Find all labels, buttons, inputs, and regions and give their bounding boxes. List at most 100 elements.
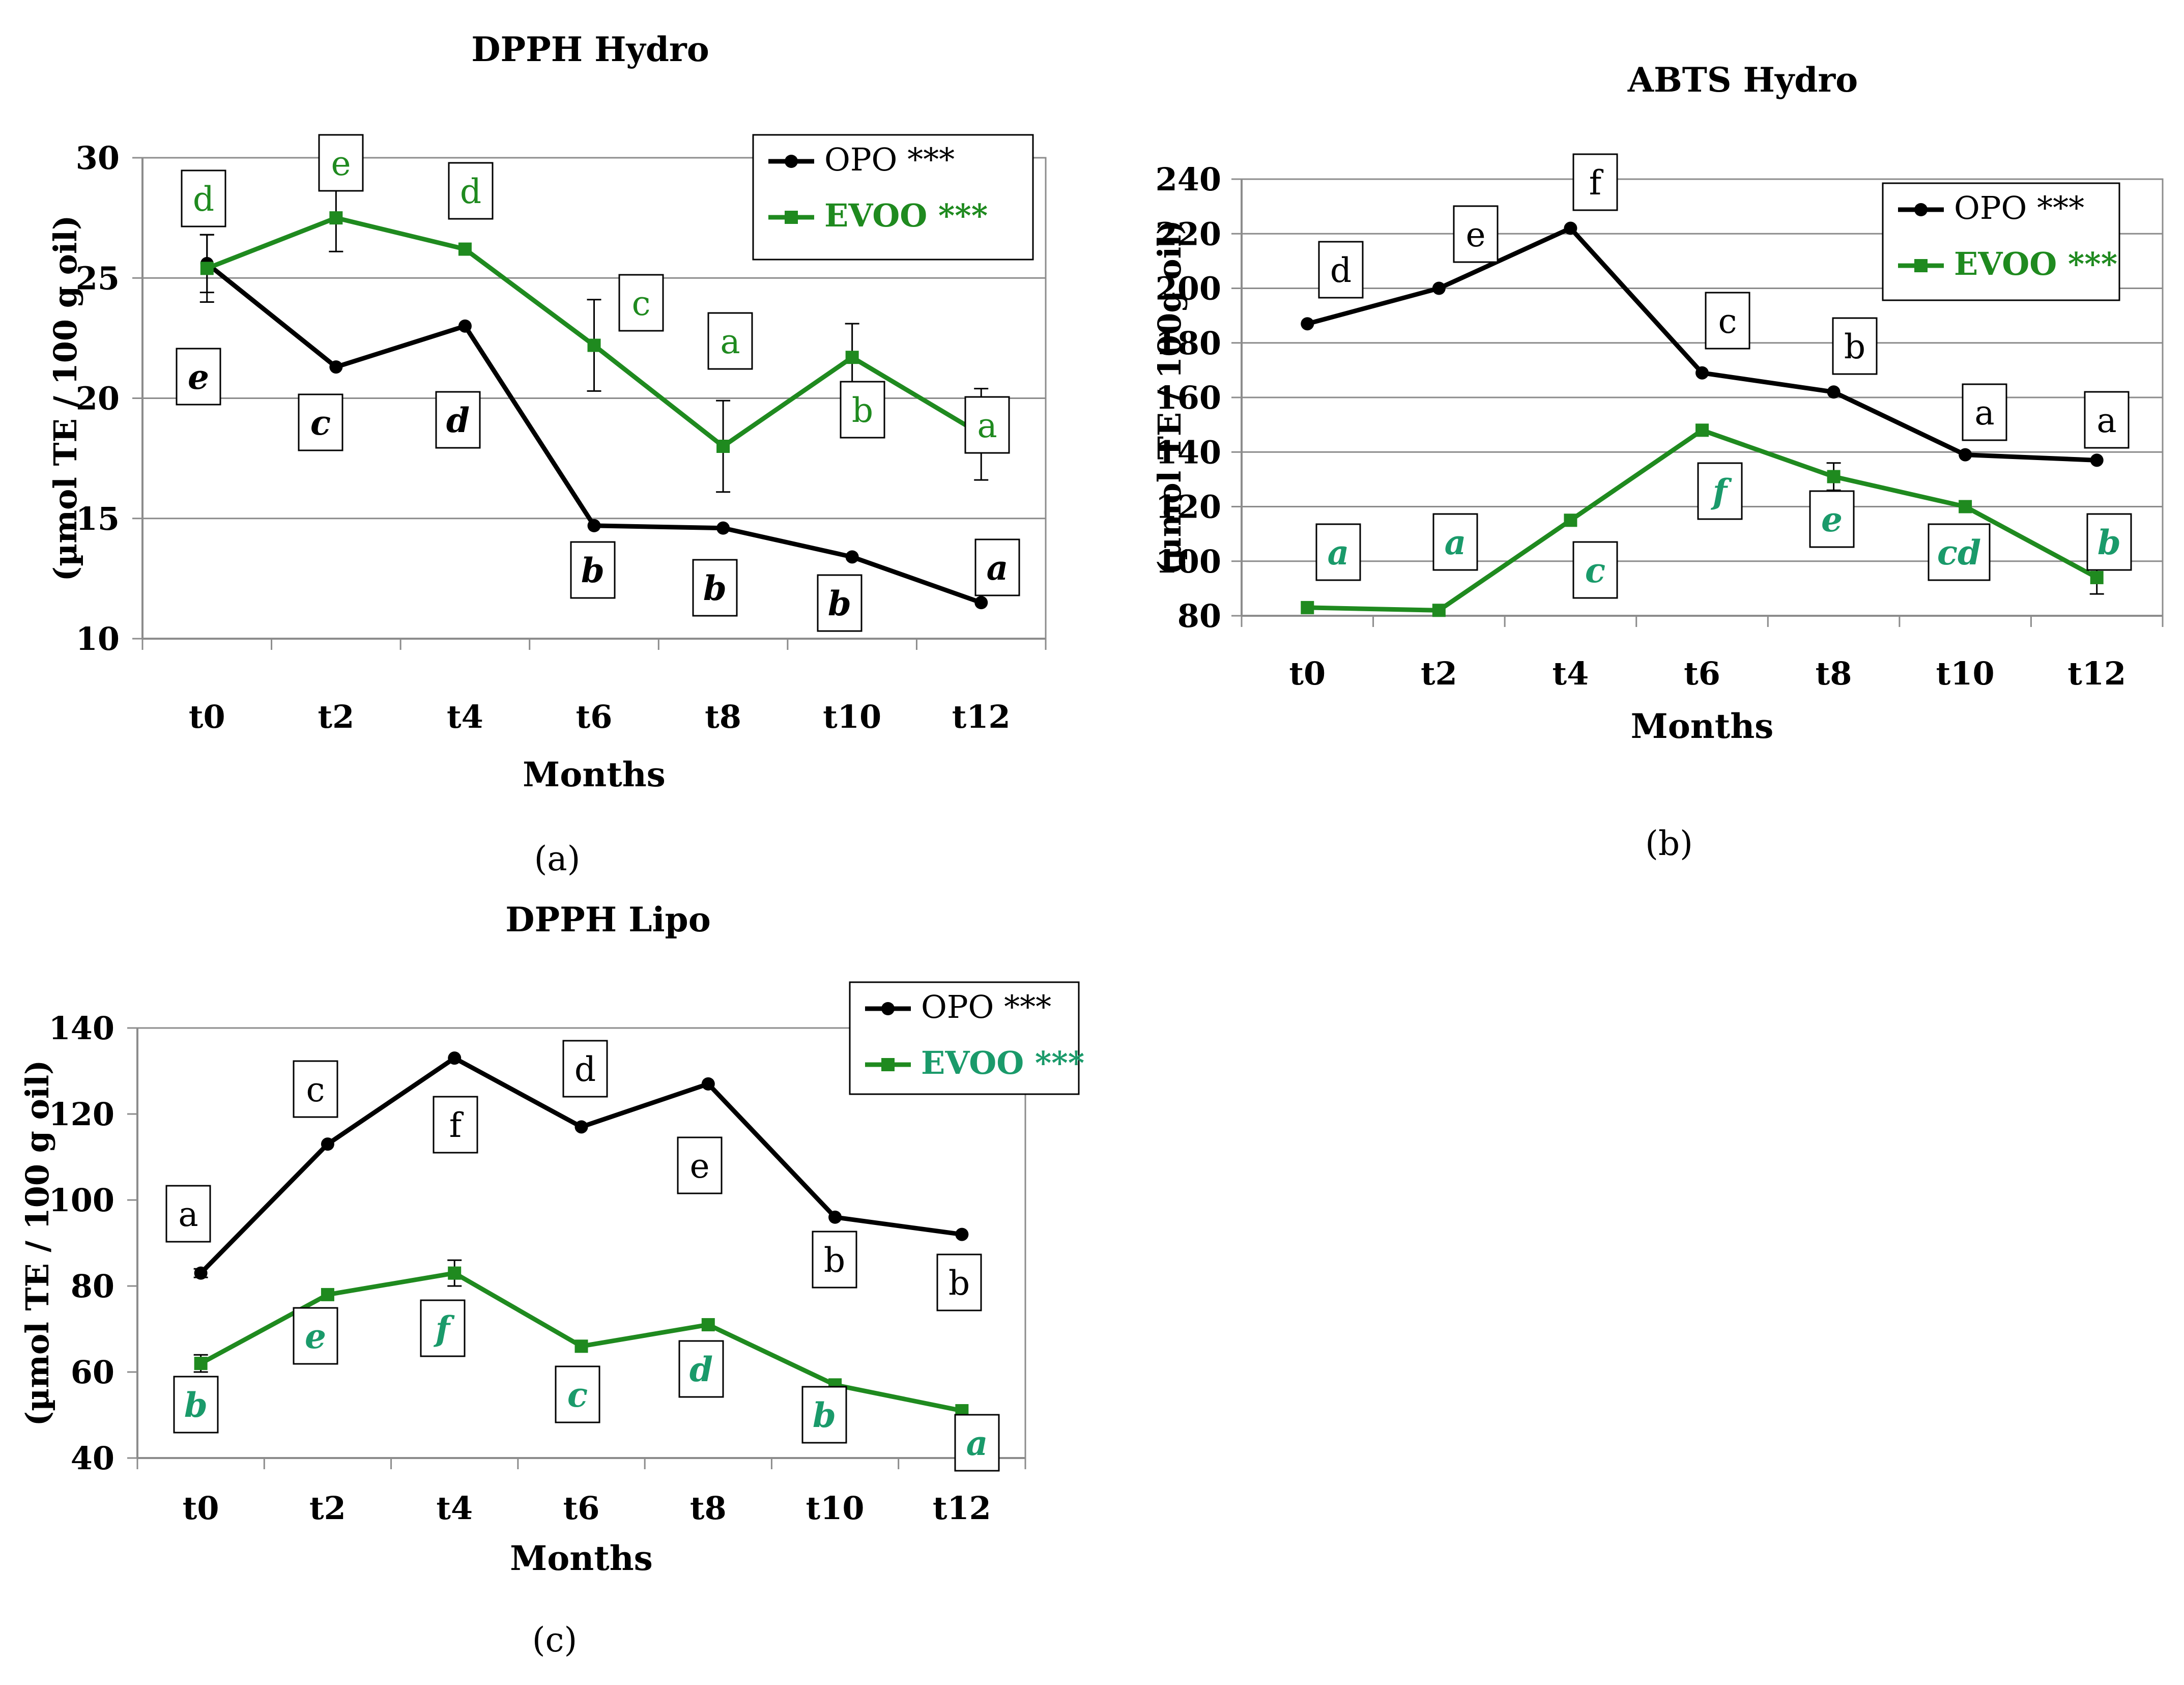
chart-panel-2: ABTS Hydro 80 100 120 140 160 180 200 220 240 t0 t2… — [1151, 60, 2164, 863]
letter-box — [173, 1376, 219, 1434]
x-tick-label: t8 — [705, 698, 741, 735]
significance-letter: b — [703, 568, 727, 608]
x-tick-label: t2 — [309, 1490, 346, 1527]
significance-letter: a — [1328, 533, 1349, 573]
significance-letter: b — [581, 551, 605, 590]
legend-label-evoo: EVOO *** — [921, 1044, 1084, 1081]
data-point-evoo — [701, 1318, 715, 1332]
significance-letter: e — [188, 357, 209, 397]
y-tick-label: 120 — [49, 1096, 114, 1133]
legend-swatch-marker — [785, 155, 798, 168]
panel-label: (a) — [534, 839, 581, 878]
letter-box — [1572, 153, 1618, 211]
letter-box — [1432, 513, 1478, 571]
x-tick-label: t8 — [1816, 655, 1852, 692]
letter-box — [448, 162, 494, 220]
significance-letter: d — [446, 401, 470, 440]
letter-box — [176, 348, 221, 406]
data-point-opo — [329, 360, 343, 374]
data-point-opo — [587, 519, 601, 532]
chart-panel-3: DPPH Lipo 40 60 80 100 120 140 t0 t2 t4 t6 t8 t10 t12… — [19, 900, 1084, 1660]
significance-letter: d — [460, 172, 481, 211]
significance-letter: c — [306, 1070, 325, 1109]
letter-box — [1697, 462, 1743, 520]
x-tick-label: t10 — [806, 1490, 865, 1527]
significance-letter: d — [1330, 251, 1352, 290]
significance-letter: c — [310, 403, 331, 443]
letter-box — [618, 274, 664, 332]
y-tick-label: 200 — [1156, 270, 1221, 307]
letter-box — [1928, 523, 1991, 581]
letter-box — [1315, 523, 1361, 581]
x-tick-label: t6 — [563, 1490, 600, 1527]
data-point-evoo — [458, 242, 472, 256]
legend-swatch-marker — [881, 1002, 895, 1015]
y-tick-label: 140 — [49, 1010, 114, 1047]
x-axis-title: Months — [523, 755, 666, 794]
data-point-evoo — [448, 1266, 462, 1280]
letter-box — [677, 1136, 723, 1194]
data-point-evoo — [321, 1288, 334, 1301]
y-tick-label: 40 — [71, 1440, 114, 1477]
letter-box — [420, 1299, 466, 1357]
letter-box — [1809, 490, 1855, 548]
data-point-opo — [1959, 448, 1972, 462]
y-tick-label: 220 — [1156, 215, 1221, 252]
data-point-evoo — [574, 1339, 588, 1353]
data-point-evoo — [329, 211, 343, 225]
data-point-evoo — [200, 262, 214, 275]
y-tick-label: 120 — [1156, 489, 1221, 526]
letter-box — [817, 574, 863, 632]
x-tick-label: t2 — [1421, 655, 1457, 692]
significance-letter: b — [949, 1264, 970, 1303]
data-point-opo — [716, 521, 730, 535]
data-point-opo — [974, 596, 988, 610]
y-axis-title: (µmol TE / 100 g oil) — [19, 1060, 56, 1426]
x-axis-title: Months — [510, 1538, 653, 1578]
y-tick-label: 60 — [71, 1354, 114, 1391]
y-tick-label: 240 — [1156, 161, 1221, 198]
data-point-evoo — [1827, 470, 1841, 483]
y-tick-label: 160 — [1156, 379, 1221, 416]
y-tick-label: 100 — [1156, 543, 1221, 580]
y-tick-label: 25 — [76, 260, 120, 297]
letter-box — [964, 396, 1010, 454]
x-tick-label: t12 — [933, 1490, 991, 1527]
significance-letter: b — [852, 391, 873, 430]
chart-title: DPPH Lipo — [505, 900, 710, 939]
data-point-evoo — [1301, 601, 1314, 614]
legend-swatch-marker — [881, 1058, 895, 1071]
significance-letter: b — [813, 1395, 836, 1435]
significance-letter: e — [331, 144, 351, 183]
data-point-opo — [194, 1266, 208, 1280]
letter-box — [692, 559, 738, 617]
significance-letter: f — [449, 1106, 464, 1145]
significance-letter: b — [824, 1241, 845, 1280]
data-point-opo — [448, 1051, 462, 1065]
legend-label-opo: OPO *** — [921, 988, 1051, 1025]
significance-letter: f — [1589, 163, 1604, 203]
letter-box — [954, 1414, 1000, 1472]
letter-box — [298, 393, 343, 451]
x-tick-label: t4 — [447, 698, 483, 735]
letter-box — [1705, 292, 1750, 350]
x-tick-label: t6 — [1684, 655, 1720, 692]
legend-label-evoo: EVOO *** — [1954, 245, 2117, 282]
data-point-evoo — [1432, 604, 1446, 617]
significance-letter: d — [574, 1050, 596, 1089]
legend-box — [752, 134, 1034, 261]
letter-box — [562, 1040, 608, 1098]
significance-letter: a — [977, 406, 997, 445]
significance-letter: b — [184, 1385, 208, 1425]
letter-box — [433, 1096, 478, 1154]
legend-swatch-marker — [785, 211, 798, 224]
letter-box — [936, 1253, 982, 1311]
significance-letter: e — [1821, 500, 1843, 539]
data-point-opo — [1564, 221, 1577, 235]
y-tick-label: 30 — [76, 139, 120, 177]
data-point-evoo — [716, 440, 730, 453]
data-point-opo — [1827, 385, 1841, 399]
x-tick-label: t10 — [1936, 655, 1995, 692]
data-point-opo — [828, 1210, 842, 1224]
y-axis-title: (µmol TE / 100g oil) — [1151, 220, 1188, 575]
